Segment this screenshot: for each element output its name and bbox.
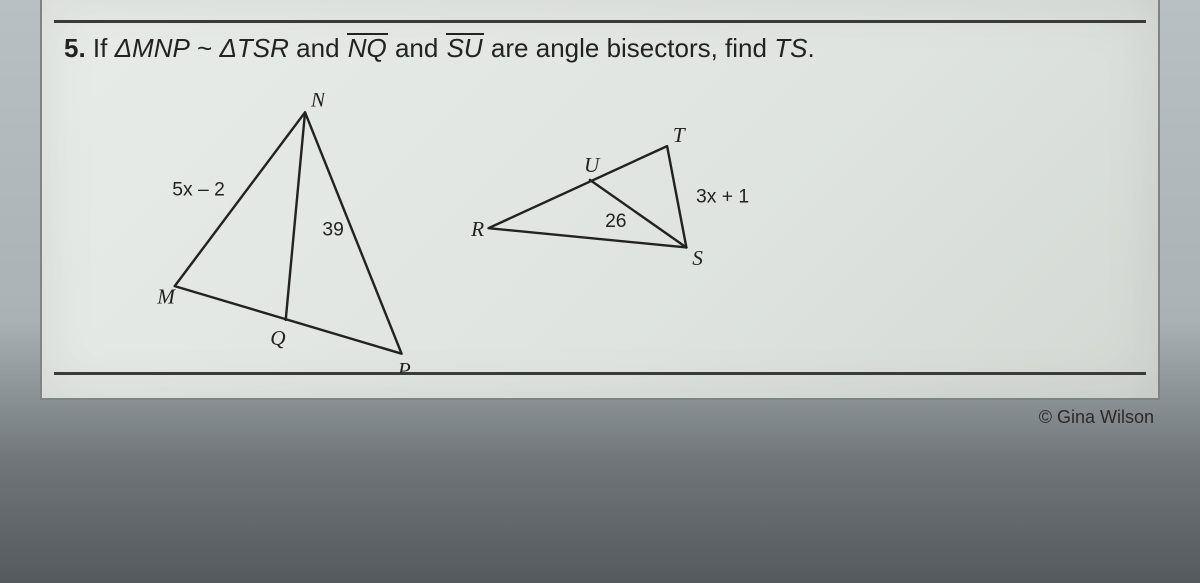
copyright-text: © Gina Wilson (1039, 407, 1154, 428)
vertex-u-label: U (584, 153, 601, 177)
bisector-su-value: 26 (605, 211, 626, 232)
triangle-tsr: R T S U 3x + 1 26 (470, 123, 749, 270)
vertex-t-label: T (673, 123, 687, 147)
vertex-s-label: S (692, 246, 703, 270)
vertex-p-label: P (397, 358, 411, 373)
target-segment: TS (774, 33, 807, 63)
vertex-r-label: R (470, 217, 484, 241)
q-prefix: If (93, 33, 115, 63)
triangle-2-name: ΔTSR (219, 33, 288, 63)
triangle-mnp: M N P Q 5x – 2 39 (156, 93, 410, 373)
and-1: and (289, 33, 347, 63)
worksheet-sheet: 5. If ΔMNP ~ ΔTSR and NQ and SU are angl… (40, 0, 1160, 400)
question-text: 5. If ΔMNP ~ ΔTSR and NQ and SU are angl… (64, 33, 815, 64)
q-period: . (807, 33, 814, 63)
bisector-nq-value: 39 (322, 219, 343, 240)
vertex-n-label: N (310, 93, 327, 112)
segment-su: SU (446, 33, 484, 61)
tilde: ~ (190, 33, 220, 63)
vertex-q-label: Q (270, 326, 285, 350)
problem-box: 5. If ΔMNP ~ ΔTSR and NQ and SU are angl… (54, 20, 1146, 375)
vertex-m-label: M (156, 284, 176, 308)
question-number: 5. (64, 33, 86, 63)
q-tail: are angle bisectors, find (484, 33, 775, 63)
and-2: and (388, 33, 446, 63)
side-mn-expression: 5x – 2 (172, 179, 225, 200)
triangle-1-name: ΔMNP (115, 33, 190, 63)
side-ts-expression: 3x + 1 (696, 187, 749, 208)
segment-nq: NQ (347, 33, 388, 61)
triangle-mnp-shape (175, 112, 402, 353)
bisector-nq-line (286, 112, 305, 320)
geometry-figures: M N P Q 5x – 2 39 R T S U 3x + 1 26 (94, 93, 854, 373)
